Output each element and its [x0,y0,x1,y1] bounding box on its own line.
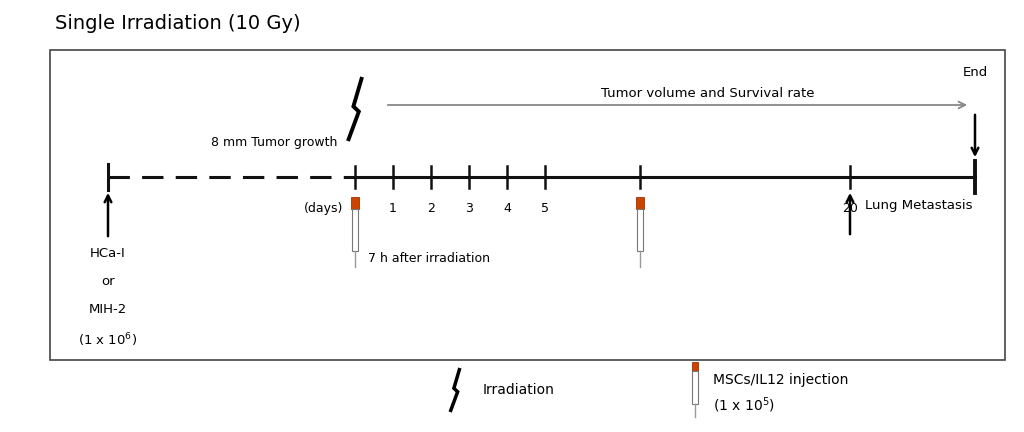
Text: Lung Metastasis: Lung Metastasis [865,198,973,212]
Bar [50,50,1005,360]
Text: 2: 2 [427,202,435,215]
Text: HCa-I: HCa-I [90,247,126,260]
Text: 0: 0 [351,202,359,215]
Text: or: or [101,275,115,288]
Bar [637,209,643,251]
Text: 1: 1 [389,202,397,215]
Text: 4: 4 [503,202,511,215]
Bar [351,197,358,209]
Text: Tumor volume and Survival rate: Tumor volume and Survival rate [601,87,814,100]
Text: 7 h after irradiation: 7 h after irradiation [368,252,490,265]
Text: Irradiation: Irradiation [483,383,555,397]
Text: 20: 20 [842,202,858,215]
Bar [637,197,643,209]
Text: MSCs/IL12 injection: MSCs/IL12 injection [713,373,848,387]
Text: 8 mm Tumor growth: 8 mm Tumor growth [211,136,337,149]
Text: Single Irradiation (10 Gy): Single Irradiation (10 Gy) [55,14,301,33]
Bar [692,372,698,404]
Text: 7: 7 [636,202,644,215]
Text: 5: 5 [541,202,549,215]
Text: (1 x 10$^6$): (1 x 10$^6$) [79,331,137,349]
Text: End: End [963,66,987,79]
Text: (days): (days) [304,202,343,215]
Text: (1 x 10$^5$): (1 x 10$^5$) [713,395,775,415]
Bar [691,362,698,372]
Bar [352,209,358,251]
Text: MIH-2: MIH-2 [89,303,127,316]
Text: 3: 3 [465,202,473,215]
